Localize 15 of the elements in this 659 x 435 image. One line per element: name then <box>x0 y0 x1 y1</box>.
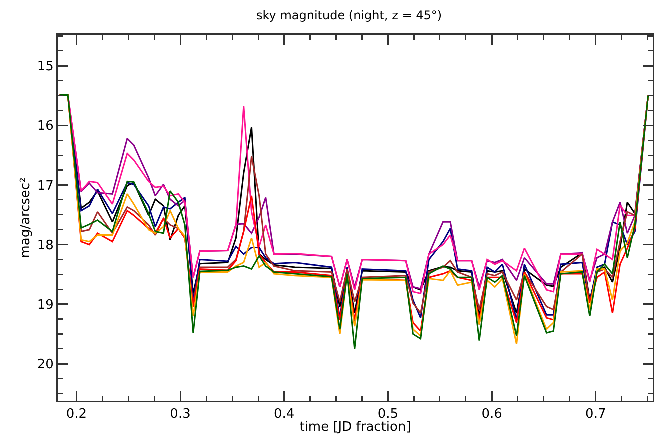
x-tick-label: 0.7 <box>586 407 606 422</box>
chart-title: sky magnitude (night, z = 45°) <box>256 8 442 22</box>
x-tick-label: 0.5 <box>378 407 399 422</box>
y-tick-label: 15 <box>37 60 54 75</box>
x-axis-title: time [JD fraction] <box>300 420 412 435</box>
y-tick-label: 18 <box>37 238 54 254</box>
x-tick-label: 0.3 <box>170 407 191 422</box>
x-tick-label: 0.2 <box>66 407 88 422</box>
y-tick-label: 17 <box>37 178 54 194</box>
x-tick-label: 0.6 <box>482 407 502 422</box>
y-tick-label: 19 <box>37 298 54 313</box>
y-tick-label: 16 <box>37 119 54 134</box>
x-tick-label: 0.4 <box>274 407 295 422</box>
y-tick-label: 20 <box>37 358 54 373</box>
y-axis-title: mag/arcsec² <box>18 178 34 258</box>
